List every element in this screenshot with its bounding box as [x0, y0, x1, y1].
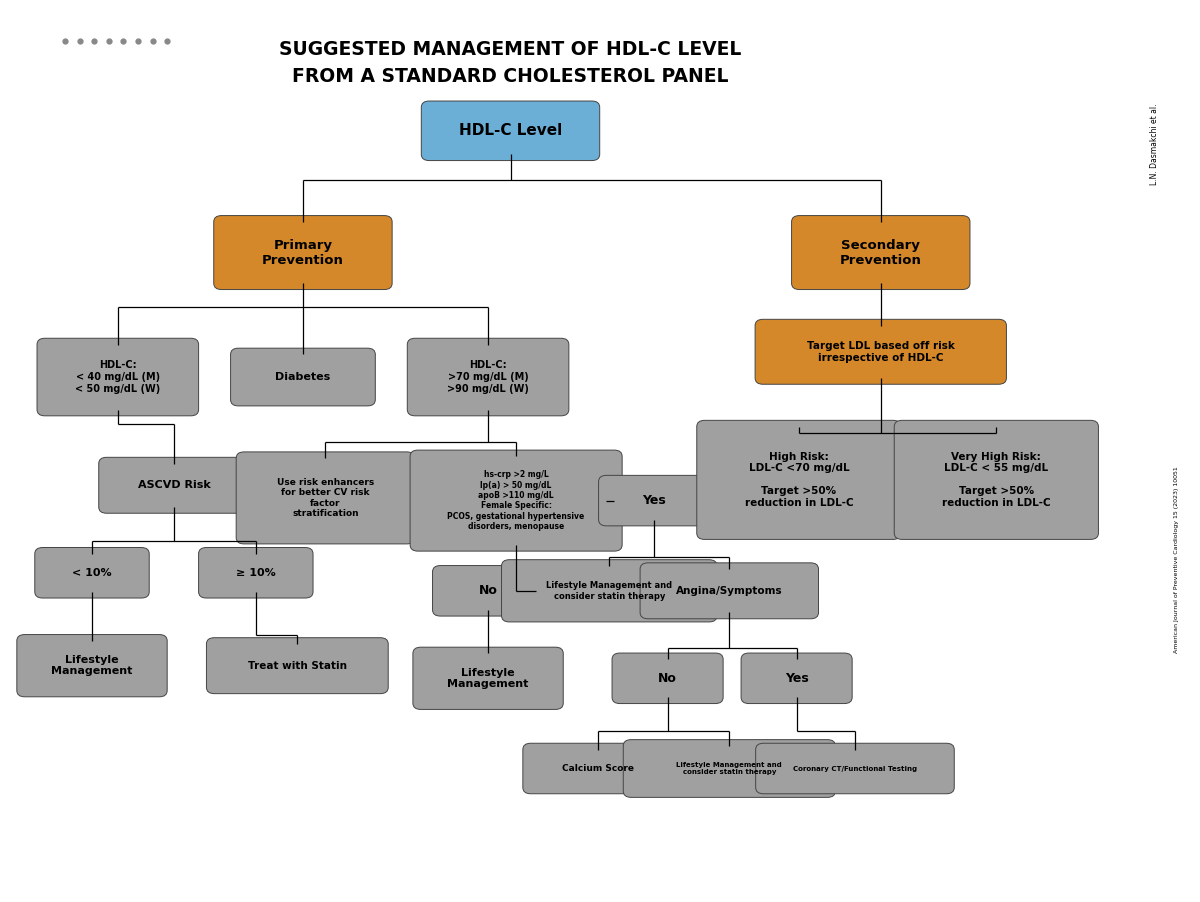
FancyBboxPatch shape — [502, 559, 716, 622]
FancyBboxPatch shape — [756, 743, 954, 794]
Text: HDL-C Level: HDL-C Level — [458, 124, 562, 138]
FancyBboxPatch shape — [37, 338, 198, 416]
FancyBboxPatch shape — [894, 420, 1098, 539]
Text: Lifestyle Management and
consider statin therapy: Lifestyle Management and consider statin… — [546, 581, 672, 601]
Text: Coronary CT/Functional Testing: Coronary CT/Functional Testing — [793, 766, 917, 771]
FancyBboxPatch shape — [35, 548, 149, 598]
Text: Yes: Yes — [642, 494, 666, 507]
FancyBboxPatch shape — [755, 319, 1007, 384]
Text: Lifestyle Management and
consider statin therapy: Lifestyle Management and consider statin… — [677, 762, 782, 775]
Text: Angina/Symptoms: Angina/Symptoms — [676, 585, 782, 596]
Text: hs-crp >2 mg/L
lp(a) > 50 mg/dL
apoB >110 mg/dL
Female Specific:
PCOS, gestation: hs-crp >2 mg/L lp(a) > 50 mg/dL apoB >11… — [448, 470, 584, 531]
Text: < 10%: < 10% — [72, 567, 112, 578]
Text: ASCVD Risk: ASCVD Risk — [138, 480, 210, 491]
FancyBboxPatch shape — [697, 420, 901, 539]
FancyBboxPatch shape — [17, 635, 167, 696]
FancyBboxPatch shape — [432, 566, 544, 616]
Text: ≥ 10%: ≥ 10% — [236, 567, 276, 578]
Text: Primary
Prevention: Primary Prevention — [262, 238, 344, 267]
Text: Treat with Statin: Treat with Statin — [248, 660, 347, 671]
FancyBboxPatch shape — [792, 216, 970, 290]
Text: No: No — [479, 584, 498, 597]
Text: Lifestyle
Management: Lifestyle Management — [448, 667, 529, 689]
FancyBboxPatch shape — [599, 475, 709, 526]
Text: L.N. Dasmakchi et al.: L.N. Dasmakchi et al. — [1151, 104, 1159, 185]
FancyBboxPatch shape — [236, 452, 414, 544]
Text: American Journal of Preventive Cardiology 15 (2023) 10051: American Journal of Preventive Cardiolog… — [1174, 465, 1180, 653]
FancyBboxPatch shape — [523, 743, 673, 794]
Text: HDL-C:
< 40 mg/dL (M)
< 50 mg/dL (W): HDL-C: < 40 mg/dL (M) < 50 mg/dL (W) — [76, 361, 161, 393]
Text: Diabetes: Diabetes — [275, 372, 330, 382]
FancyBboxPatch shape — [410, 450, 622, 551]
FancyBboxPatch shape — [413, 648, 563, 709]
FancyBboxPatch shape — [214, 216, 392, 290]
Text: No: No — [658, 672, 677, 685]
Text: HDL-C:
>70 mg/dL (M)
>90 mg/dL (W): HDL-C: >70 mg/dL (M) >90 mg/dL (W) — [448, 361, 529, 393]
FancyBboxPatch shape — [640, 563, 818, 619]
Text: Lifestyle
Management: Lifestyle Management — [52, 655, 133, 676]
Text: Yes: Yes — [785, 672, 809, 685]
FancyBboxPatch shape — [612, 653, 724, 704]
Text: Use risk enhancers
for better CV risk
factor
stratification: Use risk enhancers for better CV risk fa… — [277, 478, 374, 518]
Text: Calcium Score: Calcium Score — [562, 764, 634, 773]
Text: FROM A STANDARD CHOLESTEROL PANEL: FROM A STANDARD CHOLESTEROL PANEL — [293, 67, 728, 87]
Text: Target LDL based off risk
irrespective of HDL-C: Target LDL based off risk irrespective o… — [806, 341, 955, 363]
Text: High Risk:
LDL-C <70 mg/dL

Target >50%
reduction in LDL-C: High Risk: LDL-C <70 mg/dL Target >50% r… — [744, 452, 853, 508]
Text: SUGGESTED MANAGEMENT OF HDL-C LEVEL: SUGGESTED MANAGEMENT OF HDL-C LEVEL — [280, 40, 742, 60]
FancyBboxPatch shape — [198, 548, 313, 598]
FancyBboxPatch shape — [98, 457, 250, 513]
FancyBboxPatch shape — [230, 348, 376, 406]
FancyBboxPatch shape — [742, 653, 852, 704]
FancyBboxPatch shape — [206, 638, 389, 694]
Text: Very High Risk:
LDL-C < 55 mg/dL

Target >50%
reduction in LDL-C: Very High Risk: LDL-C < 55 mg/dL Target … — [942, 452, 1051, 508]
FancyBboxPatch shape — [407, 338, 569, 416]
Text: Secondary
Prevention: Secondary Prevention — [840, 238, 922, 267]
FancyBboxPatch shape — [421, 101, 600, 161]
FancyBboxPatch shape — [623, 740, 835, 797]
